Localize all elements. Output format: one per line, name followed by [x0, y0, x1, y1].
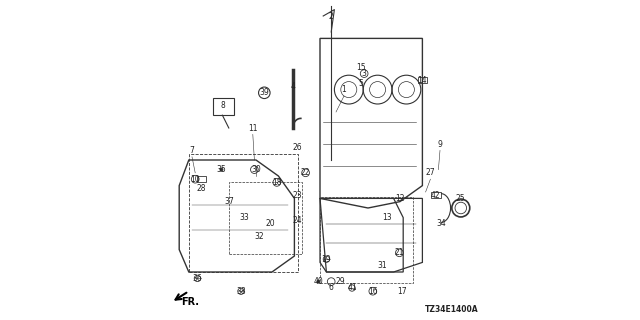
Text: 33: 33 [239, 213, 249, 222]
Text: 34: 34 [436, 220, 446, 228]
Text: 16: 16 [368, 287, 378, 296]
Bar [229, 182, 303, 254]
Text: 22: 22 [301, 168, 310, 177]
Text: 12: 12 [396, 194, 404, 203]
Text: 17: 17 [397, 287, 406, 296]
Text: 38: 38 [236, 287, 246, 296]
Text: 23: 23 [292, 191, 303, 200]
Bar [320, 197, 413, 283]
Text: 7: 7 [189, 146, 195, 155]
Text: 18: 18 [272, 178, 282, 187]
Text: 40: 40 [314, 277, 323, 286]
Text: 3: 3 [362, 69, 367, 78]
Bar [189, 154, 298, 272]
Text: 14: 14 [417, 76, 428, 84]
Text: 35: 35 [216, 165, 227, 174]
Text: 24: 24 [292, 216, 303, 225]
Text: 27: 27 [426, 168, 435, 177]
Text: FR.: FR. [181, 297, 199, 308]
Text: 26: 26 [292, 143, 302, 152]
Bar [212, 98, 234, 115]
Circle shape [317, 280, 320, 283]
Text: 21: 21 [395, 248, 404, 257]
Text: 39: 39 [259, 88, 269, 97]
Text: 2: 2 [329, 12, 333, 20]
Text: 41: 41 [347, 284, 357, 292]
Text: 9: 9 [438, 140, 442, 148]
Text: 37: 37 [224, 197, 234, 206]
Text: 13: 13 [382, 213, 392, 222]
Text: 31: 31 [377, 261, 387, 270]
Text: 36: 36 [193, 274, 202, 283]
Text: 42: 42 [431, 191, 441, 200]
Text: 20: 20 [266, 220, 275, 228]
Text: 30: 30 [251, 165, 261, 174]
Text: 19: 19 [321, 255, 332, 264]
Text: 6: 6 [329, 284, 333, 292]
Text: 8: 8 [220, 101, 225, 110]
Text: 28: 28 [197, 184, 206, 193]
Text: 10: 10 [190, 175, 200, 184]
Text: 32: 32 [254, 232, 264, 241]
Circle shape [220, 168, 223, 171]
Text: 29: 29 [336, 277, 346, 286]
Bar [431, 192, 440, 198]
Bar [417, 77, 428, 83]
Text: TZ34E1400A: TZ34E1400A [425, 305, 479, 314]
Text: 15: 15 [356, 63, 366, 72]
Bar [197, 176, 206, 182]
Text: 5: 5 [358, 79, 363, 88]
Text: 4: 4 [291, 82, 295, 91]
Text: 11: 11 [248, 124, 257, 132]
Text: 25: 25 [456, 194, 466, 203]
Text: 1: 1 [342, 85, 346, 94]
